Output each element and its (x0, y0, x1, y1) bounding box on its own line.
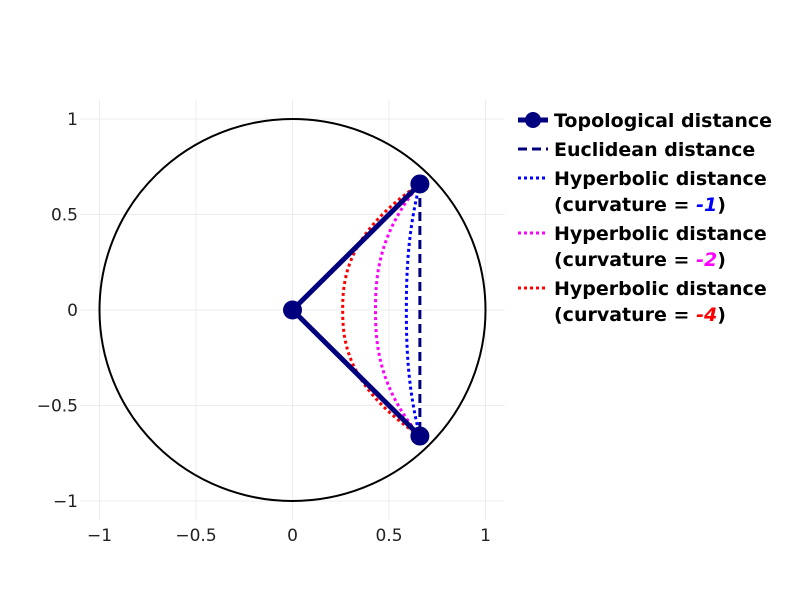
y-tick-label: 1 (67, 110, 78, 130)
topological-marker (283, 300, 302, 320)
legend-item-0[interactable]: Topological distance (518, 110, 772, 132)
legend-label-line2: (curvature = -2) (554, 249, 726, 271)
legend-item-2[interactable]: Hyperbolic distance (curvature = -1) (518, 168, 767, 216)
legend-item-1[interactable]: Euclidean distance (518, 139, 755, 161)
topological-marker (410, 174, 430, 194)
y-tick-label: 0.5 (51, 206, 78, 226)
topological-marker (410, 426, 430, 446)
unit-circle-layer (98, 118, 487, 502)
series-hyperbolic-curvature-1 (404, 183, 422, 437)
x-tick-label: −0.5 (175, 526, 216, 546)
x-tick-label: 1 (480, 526, 491, 546)
y-tick-label: −1 (53, 492, 78, 512)
legend-item-3[interactable]: Hyperbolic distance (curvature = -2) (518, 223, 767, 271)
legend: Topological distance Euclidean distance Hy… (518, 110, 772, 326)
series-hyperbolic-curvature-4 (341, 182, 421, 438)
unit-circle (98, 118, 487, 502)
legend-label: Topological distance (554, 110, 772, 132)
x-tick-label: 0 (287, 526, 298, 546)
series-layer (283, 174, 430, 446)
curvature-value: -4 (696, 304, 717, 326)
legend-label-line2: (curvature = -4) (554, 304, 726, 326)
legend-label-line1: Hyperbolic distance (554, 278, 767, 300)
legend-label: Euclidean distance (554, 139, 755, 161)
legend-label-line2: (curvature = -1) (554, 194, 726, 216)
series-hyperbolic-curvature-2 (373, 182, 422, 438)
legend-item-4[interactable]: Hyperbolic distance (curvature = -4) (518, 278, 767, 326)
curvature-value: -2 (696, 249, 717, 271)
x-tick-label: 0.5 (375, 526, 402, 546)
y-tick-label: 0 (67, 301, 78, 321)
legend-label-line1: Hyperbolic distance (554, 223, 767, 245)
y-tick-label: −0.5 (37, 397, 78, 417)
x-tick-label: −1 (87, 526, 112, 546)
legend-marker (525, 112, 541, 128)
y-axis-ticks: 1 0.5 0 −0.5 −1 (37, 110, 78, 512)
curvature-value: -1 (696, 194, 717, 216)
x-axis-ticks: −1 −0.5 0 0.5 1 (87, 526, 491, 546)
legend-label-line1: Hyperbolic distance (554, 168, 767, 190)
